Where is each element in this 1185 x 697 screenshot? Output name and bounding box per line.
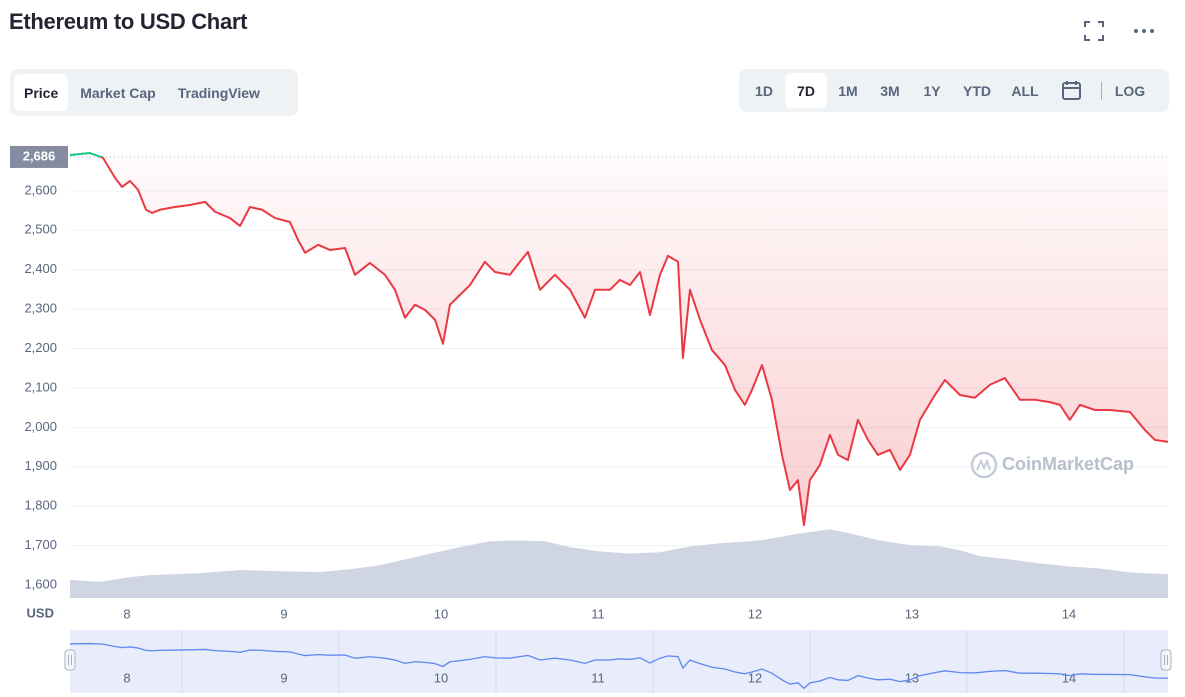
navigator-label: 14 (1062, 670, 1076, 685)
navigator-handle-grip (68, 655, 72, 665)
watermark: CoinMarketCap (1002, 454, 1134, 474)
watermark-logo (976, 458, 991, 471)
navigator-handle (64, 649, 76, 671)
y-tick-label: 1,700 (24, 537, 57, 552)
x-tick-label: 9 (280, 606, 287, 621)
tab-button[interactable]: Market Cap (70, 74, 165, 111)
tab-button[interactable]: TradingView (168, 74, 270, 111)
range-button[interactable]: 1M (827, 73, 869, 108)
y-tick-label: 2,300 (24, 301, 57, 316)
x-tick-label: 14 (1062, 606, 1076, 621)
navigator-label: 12 (748, 670, 762, 685)
navigator-handle-grip (1164, 655, 1168, 665)
separator (1101, 81, 1102, 100)
x-tick-label: 13 (905, 606, 919, 621)
y-tick-label: 2,200 (24, 340, 57, 355)
x-tick-label: 11 (591, 606, 605, 621)
range-button[interactable]: ALL (1001, 73, 1049, 108)
range-group: 1D 7D 1M 3M 1Y YTD ALL LOG (739, 69, 1169, 112)
tab-button[interactable]: Price (14, 74, 69, 111)
y-tick-label: 2,600 (24, 182, 57, 197)
y-tick-label: 2,400 (24, 261, 57, 276)
more-icon[interactable] (1133, 27, 1157, 35)
log-button[interactable]: LOG (1110, 73, 1150, 108)
range-button[interactable]: 1Y (911, 73, 953, 108)
tab-group: Price Market Cap TradingView (10, 69, 298, 116)
y-tick-label: 1,800 (24, 498, 57, 513)
range-button[interactable]: YTD (953, 73, 1001, 108)
x-tick-label: 8 (123, 606, 130, 621)
navigator-handle (1160, 649, 1172, 671)
navigator-label: 11 (591, 670, 605, 685)
fullscreen-icon[interactable] (1084, 21, 1104, 41)
y-tick-label: 1,600 (24, 576, 57, 591)
chart-title: Ethereum to USD Chart (9, 9, 248, 34)
navigator-label: 13 (905, 670, 919, 685)
x-tick-label: 10 (434, 606, 448, 621)
y-tick-label: 1,900 (24, 458, 57, 473)
x-tick-label: 12 (748, 606, 762, 621)
navigator-bg (70, 630, 1168, 693)
navigator-label: 9 (280, 670, 287, 685)
watermark-logo (970, 451, 998, 479)
reference-label: 2,686 (23, 148, 56, 163)
navigator-label: 10 (434, 670, 448, 685)
reference-box (10, 145, 68, 168)
y-tick-label: 2,000 (24, 419, 57, 434)
navigator-line (69, 642, 1169, 690)
volume-area (70, 529, 1168, 598)
range-button[interactable]: 1D (743, 73, 785, 108)
y-unit: USD (27, 605, 54, 620)
calendar-icon[interactable] (1049, 80, 1093, 101)
price-fill (70, 153, 1168, 526)
y-tick-label: 2,500 (24, 222, 57, 237)
navigator-label: 8 (123, 670, 130, 685)
y-tick-label: 2,100 (24, 379, 57, 394)
range-button[interactable]: 7D (785, 73, 827, 108)
price-line (69, 152, 1169, 527)
range-button[interactable]: 3M (869, 73, 911, 108)
